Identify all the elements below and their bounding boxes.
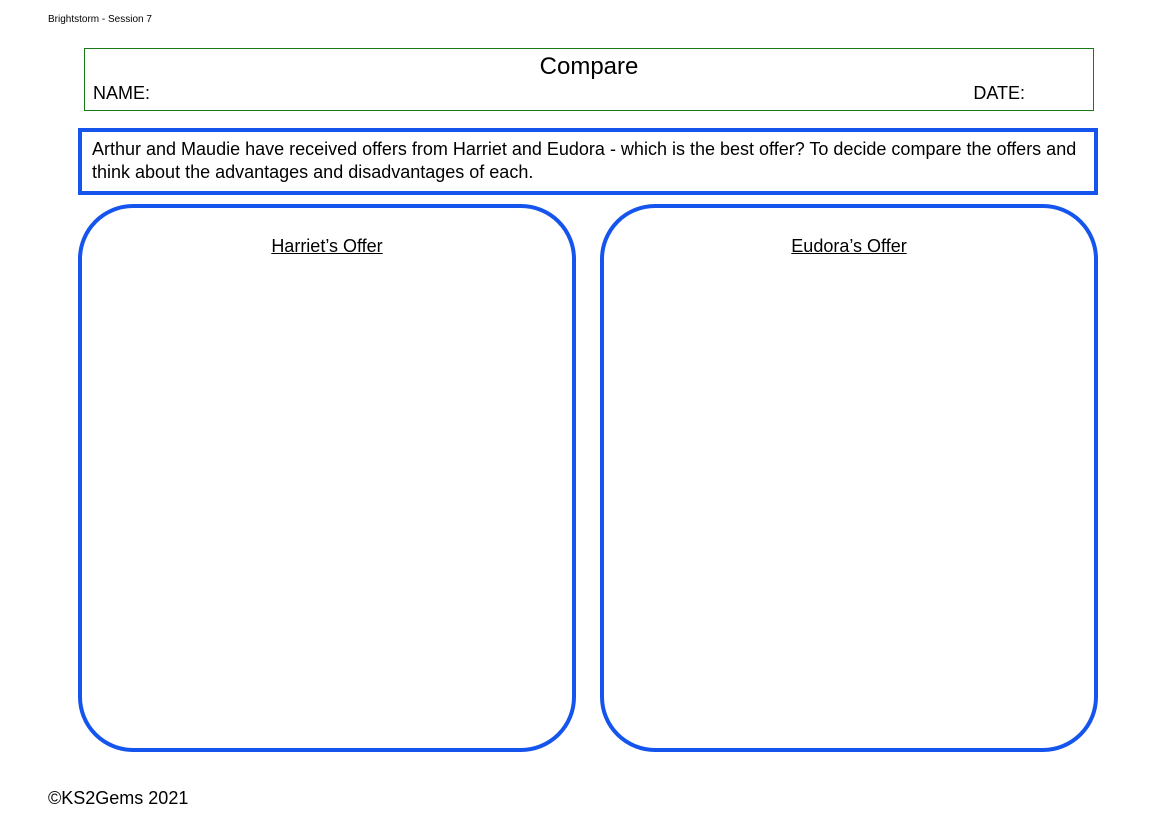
compare-left-title: Harriet’s Offer xyxy=(82,236,572,257)
compare-box-right: Eudora’s Offer xyxy=(600,204,1098,752)
compare-right-title: Eudora’s Offer xyxy=(604,236,1094,257)
worksheet-title: Compare xyxy=(93,53,1085,81)
date-label: DATE: xyxy=(973,83,1025,104)
compare-box-left: Harriet’s Offer xyxy=(78,204,576,752)
title-box: Compare NAME: DATE: xyxy=(84,48,1094,111)
compare-container: Harriet’s Offer Eudora’s Offer xyxy=(78,204,1098,752)
page-header: Brightstorm - Session 7 xyxy=(48,14,152,25)
task-instructions: Arthur and Maudie have received offers f… xyxy=(78,128,1098,195)
copyright-footer: ©KS2Gems 2021 xyxy=(48,788,188,809)
name-label: NAME: xyxy=(93,83,150,104)
name-date-row: NAME: DATE: xyxy=(93,83,1085,104)
